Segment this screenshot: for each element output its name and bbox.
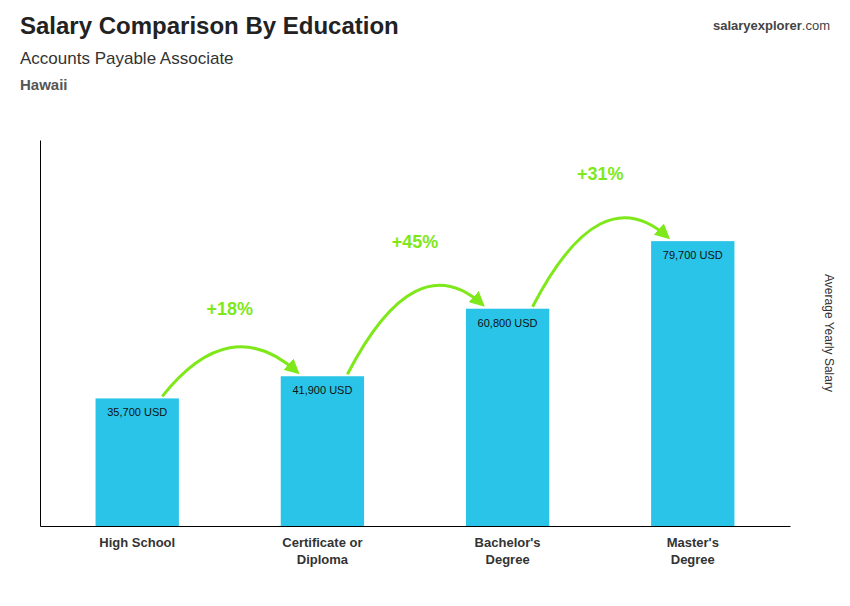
x-tick: Master'sDegree	[667, 526, 719, 567]
change-label: +31%	[577, 164, 624, 184]
chart: Salary Comparison By Education Accounts P…	[0, 0, 850, 606]
y-axis	[40, 141, 41, 527]
x-tick-label: High School	[99, 535, 175, 550]
bar	[281, 376, 364, 526]
bar	[651, 241, 734, 526]
x-tick-label: Master'sDegree	[667, 535, 719, 567]
brand-part: explorer	[751, 18, 802, 33]
data-label: 35,700 USD	[107, 406, 167, 418]
x-tick: Certificate orDiploma	[282, 526, 362, 567]
bar	[466, 309, 549, 526]
data-label: 60,800 USD	[478, 317, 538, 329]
change-label: +45%	[392, 232, 439, 252]
y-axis-title: Average Yearly Salary	[822, 274, 836, 392]
subtitle: Accounts Payable Associate	[20, 49, 234, 68]
change-label: +18%	[207, 299, 254, 319]
x-axis: High School Certificate orDiploma Bachelor…	[41, 526, 791, 567]
x-tick: High School	[99, 526, 175, 550]
brand-part: .com	[802, 18, 830, 33]
location: Hawaii	[20, 76, 68, 93]
bar	[96, 398, 179, 526]
brand: salaryexplorer.com	[713, 18, 830, 33]
y-axis-line	[40, 141, 41, 527]
x-tick-label: Bachelor'sDegree	[475, 535, 541, 567]
data-label: 79,700 USD	[663, 249, 723, 261]
change-arrow	[533, 218, 668, 307]
bars	[96, 241, 735, 526]
title: Salary Comparison By Education	[20, 12, 399, 39]
x-tick: Bachelor'sDegree	[475, 526, 541, 567]
x-tick-label: Certificate orDiploma	[282, 535, 362, 567]
change-arrow	[162, 347, 297, 397]
data-label: 41,900 USD	[292, 384, 352, 396]
brand-part: salary	[713, 18, 751, 33]
plot: High School Certificate orDiploma Bachelor…	[41, 141, 791, 568]
annotations: +18% +45% +31%	[162, 164, 668, 396]
x-axis-line	[41, 526, 791, 527]
change-arrow	[347, 285, 482, 374]
data-labels: 35,700 USD 41,900 USD 60,800 USD 79,700 USD	[107, 249, 723, 418]
